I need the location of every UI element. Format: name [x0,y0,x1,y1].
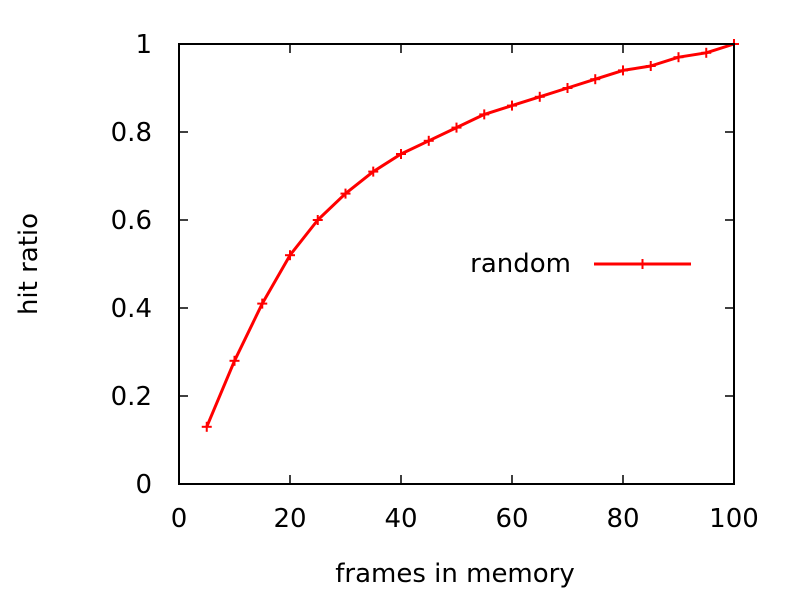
data-point [396,149,406,159]
legend: random [470,249,691,279]
legend-marker-random [637,259,648,269]
x-tick-label: 60 [495,504,528,534]
data-point [645,61,656,71]
data-point [201,421,212,432]
data-point [451,122,462,133]
x-tick-label: 40 [384,504,417,534]
data-point [423,135,434,146]
data-point [507,100,517,111]
labels-layer: 0 20 40 60 80 100 0 0.2 0.4 0.6 0.8 1 [111,30,759,534]
data-point [673,52,684,63]
y-axis-title: hit ratio [14,213,44,315]
x-axis-title: frames in memory [335,559,575,589]
y-tick-label: 0.4 [111,294,152,324]
series-layer [201,39,739,432]
data-point [562,83,573,93]
x-tick-label: 20 [273,504,306,534]
data-point [340,188,351,199]
y-tick-label: 0.2 [111,382,152,412]
data-point [590,74,601,85]
data-point [368,166,379,177]
data-point [229,355,240,366]
x-tick-label: 100 [709,504,759,534]
legend-label-random: random [470,249,571,279]
y-tick-label: 0.6 [111,206,152,236]
data-point [312,215,323,225]
data-point [534,91,545,102]
y-tick-label: 0 [135,470,152,500]
data-point [285,250,295,261]
data-point [701,47,712,58]
data-point [479,109,490,120]
plot-frame [178,43,735,485]
y-tick-label: 1 [135,30,152,60]
x-tick-label: 0 [171,504,188,534]
series-line-random [205,42,735,428]
y-tick-label: 0.8 [111,118,152,148]
data-point [618,65,628,76]
x-tick-label: 80 [606,504,639,534]
data-point [257,298,268,309]
